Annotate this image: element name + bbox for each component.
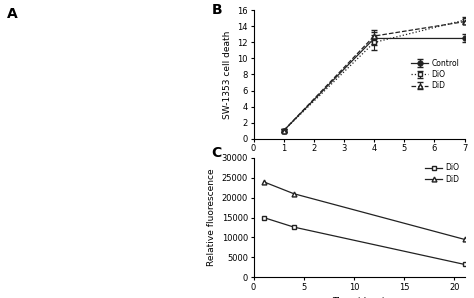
DiO <box>462 263 467 266</box>
Legend: DiO, DiD: DiO, DiD <box>424 162 461 185</box>
Text: C: C <box>211 146 222 160</box>
X-axis label: Time (days): Time (days) <box>332 297 386 298</box>
DiD <box>462 238 467 241</box>
Legend: Control, DiO, DiD: Control, DiO, DiD <box>410 57 461 92</box>
DiD <box>291 192 297 195</box>
Line: DiO: DiO <box>261 215 467 267</box>
Line: DiD: DiD <box>261 179 467 242</box>
DiO <box>291 225 297 229</box>
Text: B: B <box>211 3 222 17</box>
X-axis label: Time (days): Time (days) <box>332 159 386 168</box>
Text: A: A <box>7 7 18 21</box>
DiD <box>261 180 266 184</box>
DiO <box>261 216 266 219</box>
Y-axis label: SW-1353 cell death: SW-1353 cell death <box>223 30 232 119</box>
Y-axis label: Relative fluorescence: Relative fluorescence <box>207 169 216 266</box>
